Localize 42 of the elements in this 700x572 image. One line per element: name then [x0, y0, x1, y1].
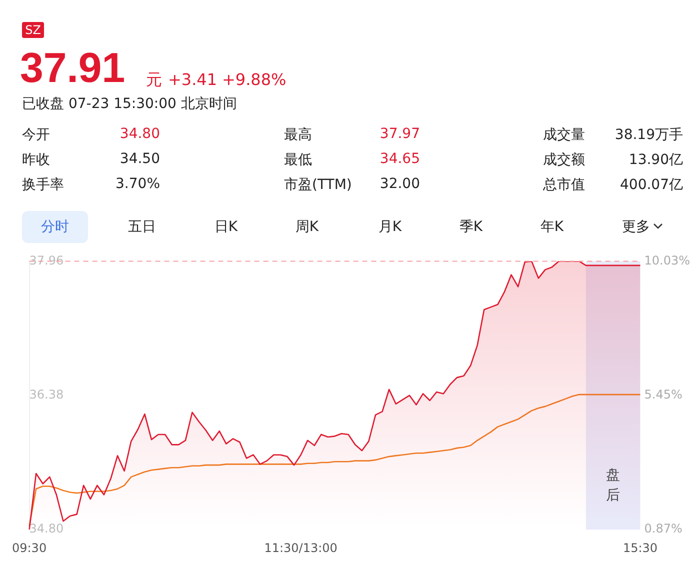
annotation: 盘后	[606, 468, 620, 504]
text: +9.88%	[222, 70, 286, 89]
text: 更多	[622, 218, 650, 236]
text: 已收盘 07-23 15:30:00 北京时间	[22, 95, 237, 113]
y2-tick-label: 0.87%	[644, 522, 682, 536]
x-tick-label: 09:30	[12, 540, 47, 555]
text: 昨收	[22, 151, 50, 169]
text: 月K	[378, 218, 402, 236]
text: 日K	[214, 218, 238, 236]
y2-tick-label: 10.03%	[644, 253, 690, 268]
y-tick-label: 36.38	[29, 388, 64, 402]
text: 38.19万手	[614, 126, 683, 144]
text: 最高	[284, 126, 312, 144]
text: 37.91	[20, 44, 126, 92]
text: 37.97	[380, 126, 420, 142]
y-tick-label: 34.80	[29, 522, 64, 536]
text: 元	[146, 70, 162, 91]
text: 年K	[540, 218, 564, 236]
text: 34.80	[120, 126, 160, 142]
text: 季K	[459, 218, 483, 236]
text: 34.50	[120, 151, 160, 167]
text: 周K	[295, 218, 319, 236]
text: 市盈(TTM)	[284, 176, 352, 194]
x-tick-label: 11:30/13:00	[264, 540, 338, 555]
text: 3.70%	[116, 176, 160, 192]
text: 34.65	[380, 151, 420, 167]
text: 总市值	[543, 176, 585, 194]
text: 分时	[41, 218, 69, 236]
y-tick-label: 37.96	[29, 253, 64, 268]
text: 成交量	[543, 126, 585, 144]
text: 五日	[128, 218, 156, 236]
text: 32.00	[380, 176, 420, 192]
text: 400.07亿	[620, 176, 683, 194]
y2-tick-label: 5.45%	[644, 388, 682, 402]
text: +3.41	[168, 70, 218, 89]
x-tick-label: 15:30	[622, 540, 658, 555]
text: SZ	[22, 22, 44, 38]
text: 今开	[22, 126, 50, 144]
text: 换手率	[22, 176, 64, 194]
text: 最低	[284, 151, 312, 169]
text: 成交额	[543, 151, 585, 169]
text: 13.90亿	[628, 151, 683, 169]
